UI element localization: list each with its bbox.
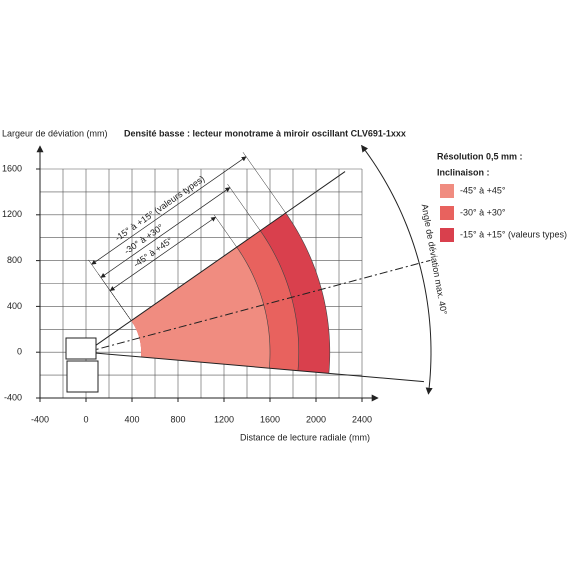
legend-subtitle: Inclinaison : <box>437 167 490 177</box>
y-tick-label: 1200 <box>2 209 22 219</box>
legend-swatch <box>440 184 454 198</box>
y-tick-label: 400 <box>7 301 22 311</box>
extension-line <box>213 214 237 248</box>
x-tick-label: -400 <box>31 414 49 424</box>
x-tick-label: 0 <box>83 414 88 424</box>
extension-line <box>108 288 132 321</box>
legend-swatch <box>440 228 454 242</box>
x-tick-label: 2400 <box>352 414 372 424</box>
y-tick-label: 1600 <box>2 163 22 173</box>
reading-field <box>131 212 330 374</box>
extension-line <box>227 183 261 231</box>
field-axis <box>85 259 431 353</box>
y-tick-label: 0 <box>17 347 22 357</box>
angle-arc <box>361 144 433 395</box>
legend-swatch <box>440 206 454 220</box>
legend-label: -15° à +15° (valeurs types) <box>460 229 567 239</box>
scanner-head <box>65 337 97 360</box>
legend-title: Résolution 0,5 mm : <box>437 151 523 161</box>
x-tick-label: 1600 <box>260 414 280 424</box>
x-tick-label: 2000 <box>306 414 326 424</box>
dimension-line <box>91 156 247 265</box>
angle-label: Angle de déviation max. 40° <box>420 203 449 316</box>
x-axis-label: Distance de lecture radiale (mm) <box>240 432 370 442</box>
chart-title: Densité basse : lecteur monotrame à miro… <box>124 128 406 138</box>
dimension-line <box>109 216 217 291</box>
legend-label: -45° à +45° <box>460 185 506 195</box>
x-tick-label: 1200 <box>214 414 234 424</box>
extension-line <box>242 152 286 214</box>
x-tick-label: 400 <box>124 414 139 424</box>
y-tick-label: -400 <box>4 392 22 402</box>
x-tick-label: 800 <box>170 414 185 424</box>
field-zone <box>131 247 270 369</box>
y-axis-label: Largeur de déviation (mm) <box>2 128 108 138</box>
y-tick-label: 800 <box>7 255 22 265</box>
scanner-body <box>66 360 99 393</box>
legend-label: -30° à +30° <box>460 207 506 217</box>
